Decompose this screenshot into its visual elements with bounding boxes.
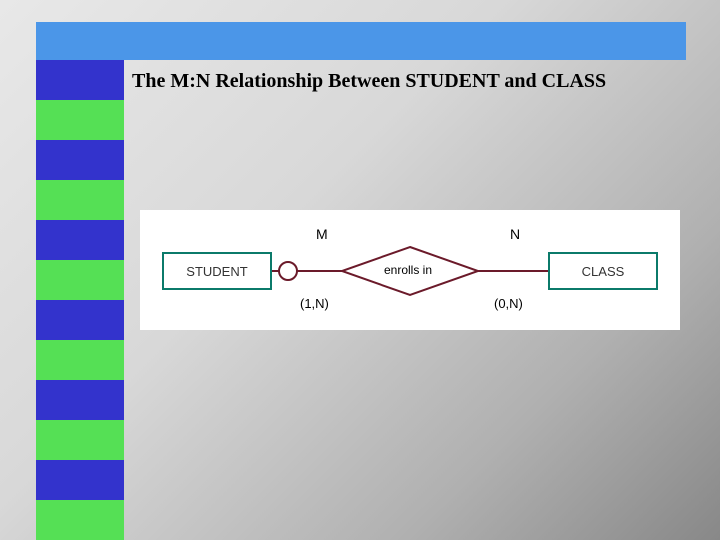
stripe <box>36 380 124 420</box>
stripe <box>36 180 124 220</box>
side-stripes <box>36 60 124 540</box>
cardinality-1n: (1,N) <box>300 296 329 311</box>
cardinality-label: (1,N) <box>300 296 329 311</box>
stripe <box>36 220 124 260</box>
cardinality-label: M <box>316 226 328 242</box>
relationship-label: enrolls in <box>384 263 432 277</box>
participation-circle-icon <box>279 262 297 280</box>
stripe <box>36 420 124 460</box>
slide: The M:N Relationship Between STUDENT and… <box>0 0 720 540</box>
cardinality-label: (0,N) <box>494 296 523 311</box>
cardinality-0n: (0,N) <box>494 296 523 311</box>
cardinality-label: N <box>510 226 520 242</box>
stripe <box>36 500 124 540</box>
relationship-text: enrolls in <box>384 263 432 277</box>
slide-title: The M:N Relationship Between STUDENT and… <box>132 70 692 93</box>
stripe <box>36 300 124 340</box>
cardinality-n: N <box>510 226 520 242</box>
header-bar <box>36 22 686 60</box>
stripe <box>36 100 124 140</box>
stripe <box>36 140 124 180</box>
er-diagram: STUDENT CLASS enrolls in M N (1,N) (0,N) <box>140 210 680 330</box>
stripe <box>36 60 124 100</box>
stripe <box>36 460 124 500</box>
stripe <box>36 260 124 300</box>
stripe <box>36 340 124 380</box>
cardinality-m: M <box>316 226 328 242</box>
